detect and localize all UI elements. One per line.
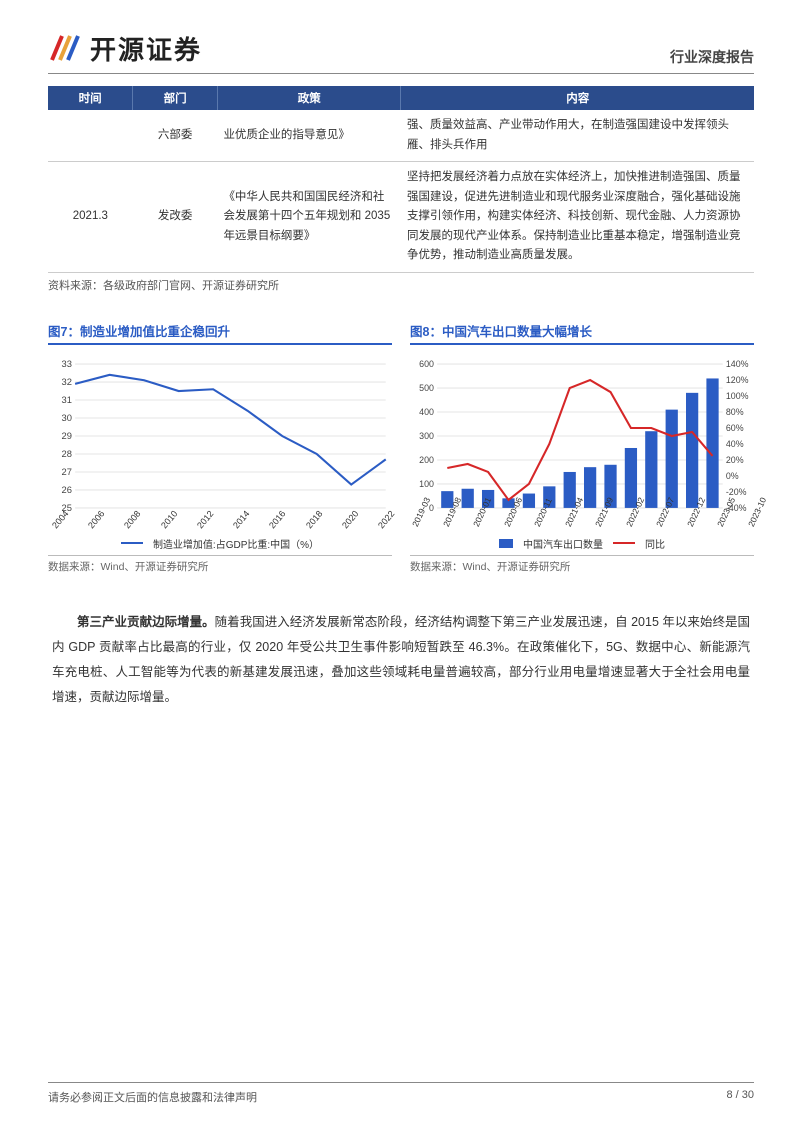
svg-text:100%: 100% bbox=[726, 391, 749, 401]
legend-label: 制造业增加值:占GDP比重:中国（%） bbox=[153, 536, 319, 551]
chart7-title: 图7：制造业增加值比重企稳回升 bbox=[48, 321, 392, 345]
cell-content: 坚持把发展经济着力点放在实体经济上，加快推进制造强国、质量强国建设，促进先进制造… bbox=[401, 162, 754, 273]
svg-text:600: 600 bbox=[419, 359, 434, 369]
chart8-plot: 0100200300400500600-40%-20%0%20%40%60%80… bbox=[410, 351, 754, 551]
cell-time: 2021.3 bbox=[48, 162, 133, 273]
policy-table: 时间 部门 政策 内容 六部委 业优质企业的指导意见》 强、质量效益高、产业带动… bbox=[48, 86, 754, 273]
chart7-plot: 252627282930313233 200420062008201020122… bbox=[48, 351, 392, 551]
svg-text:26: 26 bbox=[62, 485, 72, 495]
svg-text:300: 300 bbox=[419, 431, 434, 441]
body-paragraph: 第三产业贡献边际增量。随着我国进入经济发展新常态阶段，经济结构调整下第三产业发展… bbox=[48, 610, 754, 710]
footer-page: 8 / 30 bbox=[726, 1089, 754, 1105]
chart8: 图8：中国汽车出口数量大幅增长 0100200300400500600-40%-… bbox=[410, 321, 754, 574]
svg-text:20%: 20% bbox=[726, 455, 744, 465]
brand-name: 开源证券 bbox=[90, 30, 202, 67]
chart7-svg: 252627282930313233 bbox=[48, 351, 392, 521]
svg-text:100: 100 bbox=[419, 479, 434, 489]
chart8-legend: 中国汽车出口数量 同比 bbox=[410, 536, 754, 551]
svg-text:29: 29 bbox=[62, 431, 72, 441]
svg-text:120%: 120% bbox=[726, 375, 749, 385]
cell-content: 强、质量效益高、产业带动作用大，在制造强国建设中发挥领头雁、排头兵作用 bbox=[401, 110, 754, 162]
svg-text:0%: 0% bbox=[726, 471, 739, 481]
page: 开源证券 行业深度报告 时间 部门 政策 内容 六部委 业优质企业的指导意见》 … bbox=[0, 0, 802, 1133]
svg-text:40%: 40% bbox=[726, 439, 744, 449]
footer-disclaimer: 请务必参阅正文后面的信息披露和法律声明 bbox=[48, 1089, 257, 1105]
legend-swatch-line bbox=[613, 542, 635, 544]
chart7-source: 数据来源：Wind、开源证券研究所 bbox=[48, 555, 392, 574]
doc-type: 行业深度报告 bbox=[670, 47, 754, 67]
svg-text:400: 400 bbox=[419, 407, 434, 417]
col-content: 内容 bbox=[401, 86, 754, 110]
legend-label-bar: 中国汽车出口数量 bbox=[523, 536, 603, 551]
cell-dept: 六部委 bbox=[133, 110, 218, 162]
svg-text:30: 30 bbox=[62, 413, 72, 423]
svg-text:32: 32 bbox=[62, 377, 72, 387]
table-header-row: 时间 部门 政策 内容 bbox=[48, 86, 754, 110]
svg-text:33: 33 bbox=[62, 359, 72, 369]
charts-row: 图7：制造业增加值比重企稳回升 252627282930313233 20042… bbox=[48, 321, 754, 574]
svg-text:60%: 60% bbox=[726, 423, 744, 433]
col-policy: 政策 bbox=[217, 86, 401, 110]
svg-text:200: 200 bbox=[419, 455, 434, 465]
chart8-svg: 0100200300400500600-40%-20%0%20%40%60%80… bbox=[410, 351, 754, 521]
cell-policy: 业优质企业的指导意见》 bbox=[217, 110, 401, 162]
col-time: 时间 bbox=[48, 86, 133, 110]
header-rule bbox=[48, 73, 754, 74]
footer: 请务必参阅正文后面的信息披露和法律声明 8 / 30 bbox=[48, 1082, 754, 1105]
brand-logo: 开源证券 bbox=[48, 30, 202, 67]
chart8-title: 图8：中国汽车出口数量大幅增长 bbox=[410, 321, 754, 345]
chart8-xlabels: 2019-032019-082020-012020-062020-112021-… bbox=[410, 524, 754, 534]
cell-dept: 发改委 bbox=[133, 162, 218, 273]
logo-icon bbox=[48, 32, 82, 66]
svg-text:140%: 140% bbox=[726, 359, 749, 369]
legend-swatch-bar bbox=[499, 539, 513, 548]
cell-policy: 《中华人民共和国国民经济和社会发展第十四个五年规划和 2035 年远景目标纲要》 bbox=[217, 162, 401, 273]
cell-time bbox=[48, 110, 133, 162]
svg-text:31: 31 bbox=[62, 395, 72, 405]
table-row: 六部委 业优质企业的指导意见》 强、质量效益高、产业带动作用大，在制造强国建设中… bbox=[48, 110, 754, 162]
header: 开源证券 行业深度报告 bbox=[48, 30, 754, 67]
col-dept: 部门 bbox=[133, 86, 218, 110]
chart7-legend: 制造业增加值:占GDP比重:中国（%） bbox=[48, 536, 392, 551]
chart7-xlabels: 2004200620082010201220142016201820202022 bbox=[48, 524, 392, 534]
table-source: 资料来源：各级政府部门官网、开源证券研究所 bbox=[48, 277, 754, 293]
body-lead: 第三产业贡献边际增量。 bbox=[77, 615, 215, 629]
chart8-source: 数据来源：Wind、开源证券研究所 bbox=[410, 555, 754, 574]
legend-swatch bbox=[121, 542, 143, 544]
legend-label-line: 同比 bbox=[645, 536, 665, 551]
table-row: 2021.3 发改委 《中华人民共和国国民经济和社会发展第十四个五年规划和 20… bbox=[48, 162, 754, 273]
svg-text:27: 27 bbox=[62, 467, 72, 477]
svg-text:28: 28 bbox=[62, 449, 72, 459]
svg-text:500: 500 bbox=[419, 383, 434, 393]
svg-text:80%: 80% bbox=[726, 407, 744, 417]
chart7: 图7：制造业增加值比重企稳回升 252627282930313233 20042… bbox=[48, 321, 392, 574]
